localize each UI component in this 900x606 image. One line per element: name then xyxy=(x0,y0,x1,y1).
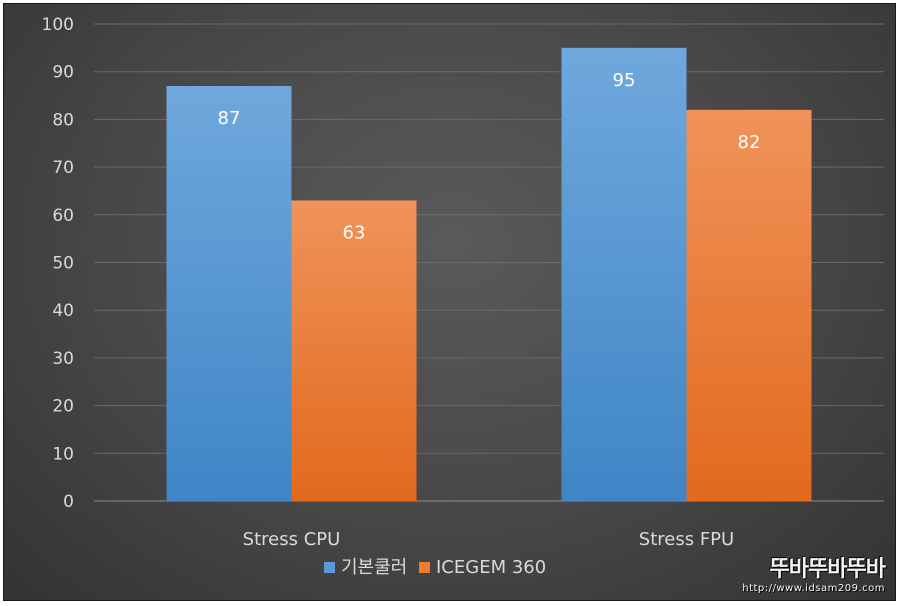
watermark-url: http://www.idsam209.com xyxy=(742,583,885,594)
y-axis-tick-labels: 0 10 20 30 40 50 60 70 80 90 100 xyxy=(42,15,74,512)
legend-label: 기본쿨러 xyxy=(341,557,407,578)
x-category-label: Stress CPU xyxy=(243,529,341,550)
chart-area: 0 10 20 30 40 50 60 70 80 90 100 87 63 95 82 Stress C… xyxy=(3,3,896,601)
y-tick-label: 20 xyxy=(52,397,74,417)
y-tick-label: 70 xyxy=(52,158,74,178)
watermark: 뚜바뚜바뚜바 http://www.idsam209.com xyxy=(742,551,886,594)
bars xyxy=(166,47,812,502)
x-category-label: Stress FPU xyxy=(639,529,734,550)
x-axis-category-labels: Stress CPU Stress FPU xyxy=(243,529,735,550)
data-label: 63 xyxy=(343,222,366,243)
y-tick-label: 0 xyxy=(63,492,74,512)
y-tick-label: 80 xyxy=(52,110,74,130)
y-tick-label: 60 xyxy=(52,206,74,226)
data-label: 95 xyxy=(613,70,636,91)
bar-series2-0 xyxy=(291,200,417,502)
bar-chart: 0 10 20 30 40 50 60 70 80 90 100 87 63 95 82 Stress C… xyxy=(42,15,884,578)
bar-series2-1 xyxy=(686,109,812,502)
data-label: 87 xyxy=(218,108,241,129)
legend: 기본쿨러 ICEGEM 360 xyxy=(324,557,546,578)
y-tick-label: 10 xyxy=(52,444,74,464)
legend-swatch xyxy=(324,562,335,573)
bar-series1-1 xyxy=(561,47,687,501)
bar-series1-0 xyxy=(166,86,292,501)
y-tick-label: 40 xyxy=(52,301,74,321)
data-label: 82 xyxy=(738,132,761,153)
y-tick-label: 90 xyxy=(52,63,74,83)
legend-swatch xyxy=(419,562,430,573)
y-tick-label: 50 xyxy=(52,254,74,274)
watermark-text: 뚜바뚜바뚜바 xyxy=(769,557,886,582)
y-tick-label: 30 xyxy=(52,349,74,369)
data-labels: 87 63 95 82 xyxy=(218,70,761,244)
y-tick-label: 100 xyxy=(42,15,74,35)
legend-label: ICEGEM 360 xyxy=(436,557,546,578)
